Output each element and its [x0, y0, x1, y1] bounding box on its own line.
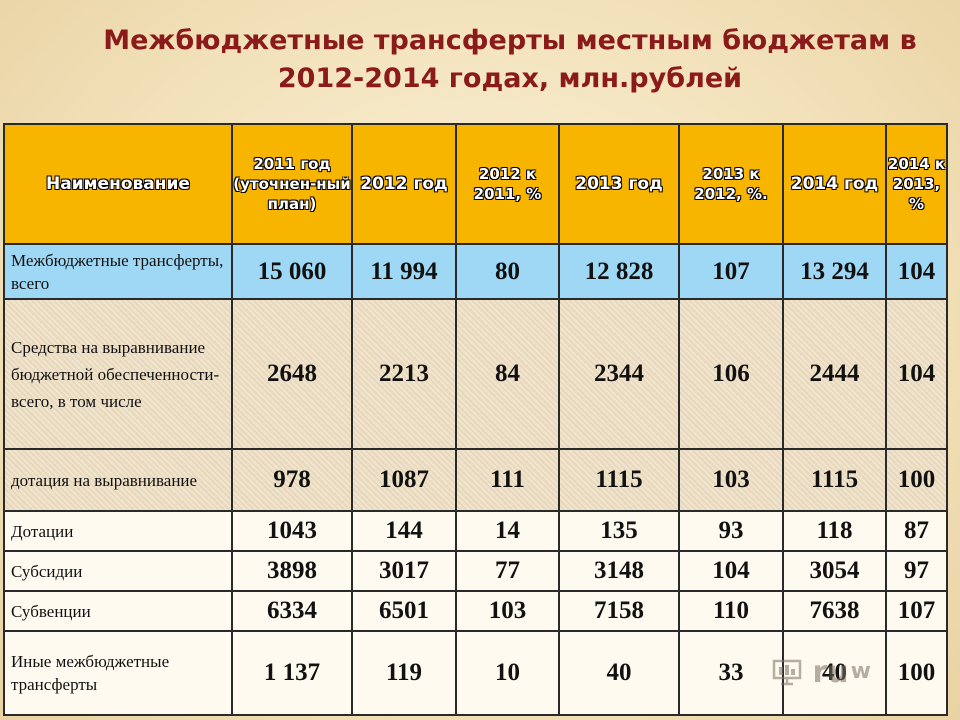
- cell-value: 103: [678, 448, 784, 512]
- cell-value: 2213: [351, 298, 457, 450]
- title-line-2: 2012-2014 годах, млн.рублей: [277, 63, 743, 94]
- transfers-table: Наименование 2011 год (уточнен-ный план)…: [3, 123, 948, 716]
- header-2012: 2012 год: [351, 123, 457, 245]
- cell-value: 14: [455, 510, 560, 552]
- table-row: Иные межбюджетные трансферты 1 137 119 1…: [3, 630, 948, 716]
- cell-value: 2444: [782, 298, 887, 450]
- header-name: Наименование: [3, 123, 233, 245]
- row-label: Средства на выравнивание бюджетной обесп…: [3, 298, 233, 450]
- cell-value: 80: [455, 243, 560, 300]
- cell-value: 2344: [558, 298, 680, 450]
- cell-value: 40: [558, 630, 680, 716]
- cell-value: 7158: [558, 590, 680, 632]
- cell-value: 107: [885, 590, 948, 632]
- cell-value: 100: [885, 448, 948, 512]
- table-row: Средства на выравнивание бюджетной обесп…: [3, 298, 948, 450]
- cell-value: 111: [455, 448, 560, 512]
- header-2012-pct: 2012 к 2011, %: [455, 123, 560, 245]
- cell-value: 12 828: [558, 243, 680, 300]
- cell-value: 1 137: [231, 630, 353, 716]
- watermark-text: ru: [812, 655, 849, 690]
- watermark-mark: w: [850, 659, 871, 684]
- header-2013: 2013 год: [558, 123, 680, 245]
- row-label: дотация на выравнивание: [3, 448, 233, 512]
- row-label: Субвенции: [3, 590, 233, 632]
- header-2013-pct: 2013 к 2012, %.: [678, 123, 784, 245]
- table-row: Межбюджетные трансферты, всего 15 060 11…: [3, 243, 948, 300]
- cell-value: 3054: [782, 550, 887, 592]
- table-row: Дотации 1043 144 14 135 93 118 87: [3, 510, 948, 552]
- cell-value: 3148: [558, 550, 680, 592]
- cell-value: 1115: [558, 448, 680, 512]
- cell-value: 6501: [351, 590, 457, 632]
- title-line-1: Межбюджетные трансферты местным бюджетам…: [103, 25, 917, 56]
- cell-value: 118: [782, 510, 887, 552]
- cell-value: 978: [231, 448, 353, 512]
- header-2014: 2014 год: [782, 123, 887, 245]
- cell-value: 93: [678, 510, 784, 552]
- cell-value: 104: [885, 298, 948, 450]
- table-row: Субвенции 6334 6501 103 7158 110 7638 10…: [3, 590, 948, 632]
- cell-value: 3017: [351, 550, 457, 592]
- cell-value: 1115: [782, 448, 887, 512]
- cell-value: 7638: [782, 590, 887, 632]
- cell-value: 119: [351, 630, 457, 716]
- cell-value: 3898: [231, 550, 353, 592]
- cell-value: 104: [678, 550, 784, 592]
- cell-value: 135: [558, 510, 680, 552]
- cell-value: 100: [885, 630, 948, 716]
- table-row: Субсидии 3898 3017 77 3148 104 3054 97: [3, 550, 948, 592]
- cell-value: 103: [455, 590, 560, 632]
- presentation-icon: [772, 659, 802, 686]
- table-row: дотация на выравнивание 978 1087 111 111…: [3, 448, 948, 512]
- cell-value: 110: [678, 590, 784, 632]
- cell-value: 2648: [231, 298, 353, 450]
- cell-value: 6334: [231, 590, 353, 632]
- page-title: Межбюджетные трансферты местным бюджетам…: [0, 22, 960, 98]
- cell-value: 77: [455, 550, 560, 592]
- cell-value: 10: [455, 630, 560, 716]
- row-label: Межбюджетные трансферты, всего: [3, 243, 233, 300]
- watermark: ruw: [772, 655, 871, 690]
- cell-value: 144: [351, 510, 457, 552]
- cell-value: 84: [455, 298, 560, 450]
- cell-value: 107: [678, 243, 784, 300]
- cell-value: 1043: [231, 510, 353, 552]
- cell-value: 13 294: [782, 243, 887, 300]
- header-2014-pct: 2014 к 2013, %: [885, 123, 948, 245]
- cell-value: 104: [885, 243, 948, 300]
- cell-value: 97: [885, 550, 948, 592]
- row-label: Субсидии: [3, 550, 233, 592]
- cell-value: 106: [678, 298, 784, 450]
- cell-value: 15 060: [231, 243, 353, 300]
- header-row: Наименование 2011 год (уточнен-ный план)…: [3, 123, 948, 245]
- row-label: Дотации: [3, 510, 233, 552]
- cell-value: 1087: [351, 448, 457, 512]
- cell-value: 87: [885, 510, 948, 552]
- header-2011: 2011 год (уточнен-ный план): [231, 123, 353, 245]
- cell-value: 40: [782, 630, 887, 716]
- cell-value: 33: [678, 630, 784, 716]
- row-label: Иные межбюджетные трансферты: [3, 630, 233, 716]
- cell-value: 11 994: [351, 243, 457, 300]
